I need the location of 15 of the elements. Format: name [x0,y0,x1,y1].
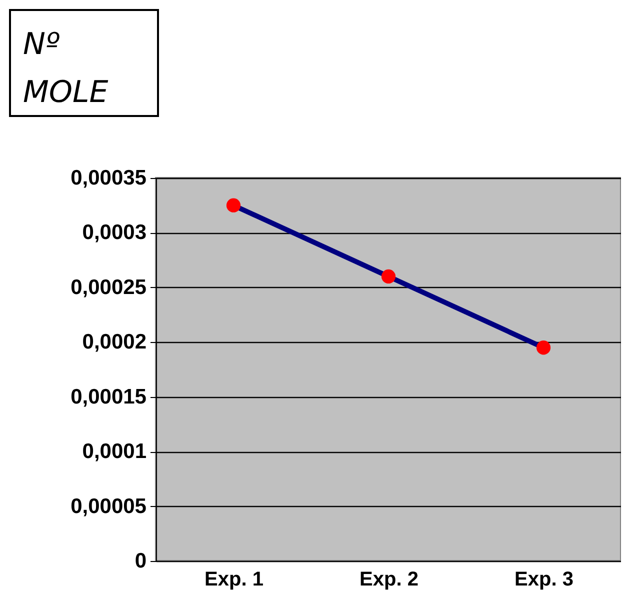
y-tick-label: 0,00035 [70,166,147,190]
x-tick-label: Exp. 3 [514,568,574,590]
y-tick-label: 0,0003 [82,221,146,244]
x-tick-label: Exp. 2 [360,568,418,590]
y-tick-label: 0,0002 [82,330,146,354]
y-tick-label: 0 [134,550,146,572]
point [381,269,396,284]
y-tick-label: 0,00015 [70,385,147,408]
y-tick-label: 0,00025 [70,276,147,299]
y-tick-label: 0,00005 [70,494,147,518]
x-tick-label: Exp. 1 [204,568,264,590]
chart-title: Nº MOLE [9,9,159,117]
point [226,198,241,212]
y-tick-label: 0,0001 [82,440,147,464]
point [536,340,551,355]
